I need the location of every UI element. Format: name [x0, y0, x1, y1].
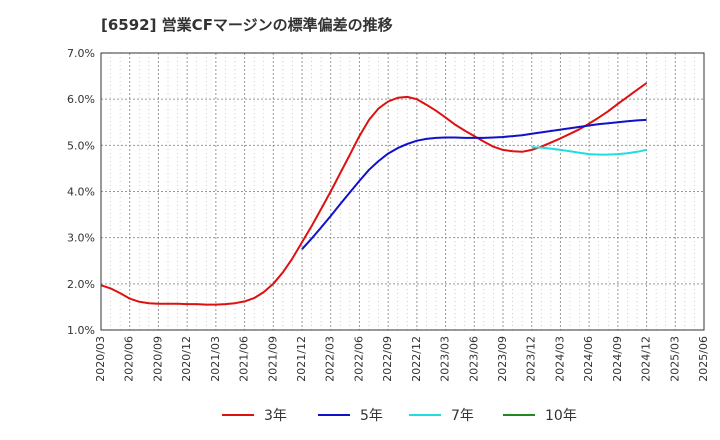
- x-tick-label: 2020/03: [94, 336, 107, 382]
- y-axis: 1.0% 2.0% 3.0% 4.0% 5.0% 6.0% 7.0%: [67, 47, 95, 337]
- legend-label: 5年: [360, 408, 383, 424]
- x-tick-label: 2021/12: [295, 336, 308, 382]
- x-tick-label: 2023/06: [467, 336, 480, 382]
- x-tick-label: 2020/12: [180, 336, 193, 382]
- x-tick-label: 2025/03: [668, 336, 681, 382]
- x-axis: 2020/03 2020/06 2020/09 2020/12 2021/03 2021/…: [94, 336, 710, 382]
- x-tick-label: 2021/03: [209, 336, 222, 382]
- series-line-5年: [301, 118, 647, 250]
- x-tick-label: 2024/03: [553, 336, 566, 382]
- series-line-3年: [100, 82, 648, 306]
- x-tick-label: 2020/06: [123, 336, 136, 382]
- y-tick-label: 5.0%: [67, 139, 95, 152]
- x-tick-label: 2022/03: [324, 336, 337, 382]
- x-tick-label: 2023/03: [439, 336, 452, 382]
- y-tick-label: 4.0%: [67, 186, 95, 199]
- y-tick-label: 3.0%: [67, 232, 95, 245]
- x-tick-label: 2022/09: [381, 336, 394, 382]
- legend-label: 10年: [545, 408, 577, 424]
- series-line-7年: [531, 146, 647, 156]
- plot-border: [100, 52, 705, 331]
- x-tick-label: 2025/06: [697, 336, 710, 382]
- series-layer: [100, 82, 648, 306]
- x-tick-label: 2023/09: [496, 336, 509, 382]
- y-tick-label: 1.0%: [67, 324, 95, 337]
- x-tick-label: 2024/06: [582, 336, 595, 382]
- legend-label: 3年: [264, 408, 287, 424]
- legend-label: 7年: [451, 408, 474, 424]
- x-tick-label: 2024/12: [640, 336, 653, 382]
- x-tick-label: 2021/06: [238, 336, 251, 382]
- y-tick-label: 6.0%: [67, 93, 95, 106]
- x-tick-label: 2024/09: [611, 336, 624, 382]
- x-tick-label: 2021/09: [266, 336, 279, 382]
- x-tick-label: 2023/12: [525, 336, 538, 382]
- x-tick-label: 2020/09: [151, 336, 164, 382]
- x-tick-label: 2022/12: [410, 336, 423, 382]
- y-tick-label: 7.0%: [67, 47, 95, 60]
- x-tick-label: 2022/06: [352, 336, 365, 382]
- legend: 3年 5年 7年 10年: [222, 408, 577, 424]
- chart-title: [6592] 営業CFマージンの標準偏差の推移: [101, 16, 393, 34]
- y-tick-label: 2.0%: [67, 278, 95, 291]
